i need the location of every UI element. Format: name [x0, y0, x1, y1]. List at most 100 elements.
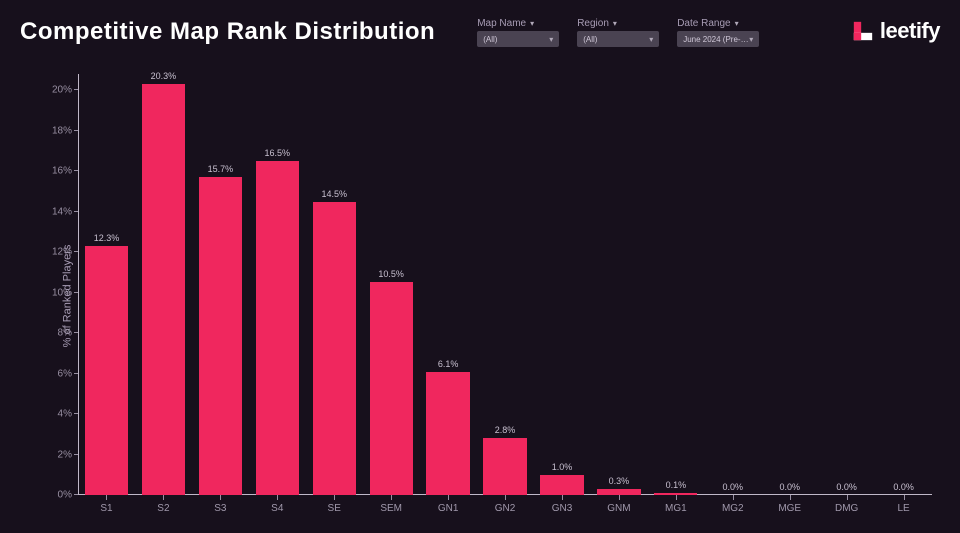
y-tick-mark: [74, 332, 78, 333]
bar-value-label: 2.8%: [495, 425, 516, 435]
bar-value-label: 12.3%: [94, 233, 120, 243]
x-tick-mark: [847, 495, 848, 500]
y-tick-mark: [74, 494, 78, 495]
filter-0: Map Name▾(All)▾: [477, 18, 559, 47]
bar-slot: 16.5%S4: [249, 74, 306, 495]
y-tick: 4%: [58, 409, 72, 420]
bar-value-label: 1.0%: [552, 462, 573, 472]
y-tick: 20%: [52, 85, 72, 96]
x-tick-mark: [220, 495, 221, 500]
x-tick-mark: [790, 495, 791, 500]
bar-slot: 20.3%S2: [135, 74, 192, 495]
x-tick: SE: [328, 503, 341, 514]
bar-value-label: 10.5%: [378, 269, 404, 279]
brand-name: leetify: [880, 18, 940, 44]
filter-value: June 2024 (Pre-…: [683, 35, 748, 44]
chevron-down-icon: ▾: [613, 19, 617, 28]
y-tick-mark: [74, 413, 78, 414]
brand-logo: leetify: [852, 18, 940, 44]
y-tick: 2%: [58, 449, 72, 460]
x-tick: MGE: [778, 503, 801, 514]
x-tick: GN3: [552, 503, 573, 514]
x-tick-mark: [391, 495, 392, 500]
y-tick: 14%: [52, 206, 72, 217]
bar-value-label: 0.1%: [666, 480, 687, 490]
x-tick-mark: [619, 495, 620, 500]
filter-label: Date Range▾: [677, 18, 759, 29]
bar-slot: 14.5%SE: [306, 74, 363, 495]
x-tick-mark: [163, 495, 164, 500]
filter-select[interactable]: (All)▾: [477, 31, 559, 47]
chevron-down-icon: ▾: [530, 19, 534, 28]
bar: 20.3%: [142, 84, 185, 495]
y-tick-mark: [74, 251, 78, 252]
x-tick-mark: [733, 495, 734, 500]
bar-value-label: 16.5%: [265, 148, 291, 158]
page-title: Competitive Map Rank Distribution: [20, 18, 435, 46]
bar: 2.8%: [483, 438, 526, 495]
x-tick: DMG: [835, 503, 858, 514]
bar-value-label: 0.0%: [779, 482, 800, 492]
filter-value: (All): [483, 35, 497, 44]
filter-label: Region▾: [577, 18, 659, 29]
x-tick-mark: [562, 495, 563, 500]
x-tick: GN1: [438, 503, 459, 514]
x-tick-mark: [505, 495, 506, 500]
bar-value-label: 0.3%: [609, 476, 630, 486]
bar-value-label: 6.1%: [438, 359, 459, 369]
filter-value: (All): [583, 35, 597, 44]
bar-value-label: 0.0%: [723, 482, 744, 492]
y-tick: 10%: [52, 287, 72, 298]
x-tick-mark: [448, 495, 449, 500]
filter-2: Date Range▾June 2024 (Pre-…▾: [677, 18, 759, 47]
filter-select[interactable]: (All)▾: [577, 31, 659, 47]
y-tick-mark: [74, 373, 78, 374]
bar-slot: 0.1%MG1: [647, 74, 704, 495]
bar-slot: 0.3%GNM: [590, 74, 647, 495]
x-tick: S1: [100, 503, 112, 514]
bar: 12.3%: [85, 246, 128, 495]
x-tick: S2: [157, 503, 169, 514]
y-tick: 8%: [58, 328, 72, 339]
y-tick-mark: [74, 130, 78, 131]
filter-select[interactable]: June 2024 (Pre-…▾: [677, 31, 759, 47]
header: Competitive Map Rank Distribution Map Na…: [20, 18, 940, 47]
x-tick: MG1: [665, 503, 687, 514]
x-tick: S3: [214, 503, 226, 514]
bars-container: 12.3%S120.3%S215.7%S316.5%S414.5%SE10.5%…: [78, 74, 932, 495]
bar-slot: 0.0%MGE: [761, 74, 818, 495]
filter-1: Region▾(All)▾: [577, 18, 659, 47]
x-tick: MG2: [722, 503, 744, 514]
x-tick: SEM: [380, 503, 402, 514]
y-tick-mark: [74, 454, 78, 455]
bar-value-label: 0.0%: [836, 482, 857, 492]
y-tick-mark: [74, 292, 78, 293]
x-tick-mark: [106, 495, 107, 500]
x-tick-mark: [334, 495, 335, 500]
bar-value-label: 20.3%: [151, 71, 177, 81]
bar-slot: 1.0%GN3: [534, 74, 591, 495]
bar-slot: 10.5%SEM: [363, 74, 420, 495]
bar-slot: 0.0%MG2: [704, 74, 761, 495]
y-tick-mark: [74, 89, 78, 90]
y-tick: 12%: [52, 247, 72, 258]
bar-slot: 2.8%GN2: [477, 74, 534, 495]
y-tick: 18%: [52, 125, 72, 136]
bar: 15.7%: [199, 177, 242, 495]
rank-distribution-chart: % of Ranked Players 12.3%S120.3%S215.7%S…: [20, 70, 940, 521]
chevron-down-icon: ▾: [749, 35, 753, 44]
x-tick-mark: [676, 495, 677, 500]
bar-value-label: 0.0%: [893, 482, 914, 492]
plot-area: 12.3%S120.3%S215.7%S316.5%S414.5%SE10.5%…: [78, 74, 932, 495]
chevron-down-icon: ▾: [735, 19, 739, 28]
filter-bar: Map Name▾(All)▾Region▾(All)▾Date Range▾J…: [477, 18, 759, 47]
y-tick: 16%: [52, 166, 72, 177]
y-tick: 6%: [58, 368, 72, 379]
x-tick: S4: [271, 503, 283, 514]
bar: 10.5%: [370, 282, 413, 495]
bar-slot: 12.3%S1: [78, 74, 135, 495]
bar: 6.1%: [426, 372, 469, 495]
bar-value-label: 15.7%: [208, 164, 234, 174]
bar-slot: 6.1%GN1: [420, 74, 477, 495]
x-tick: LE: [897, 503, 909, 514]
